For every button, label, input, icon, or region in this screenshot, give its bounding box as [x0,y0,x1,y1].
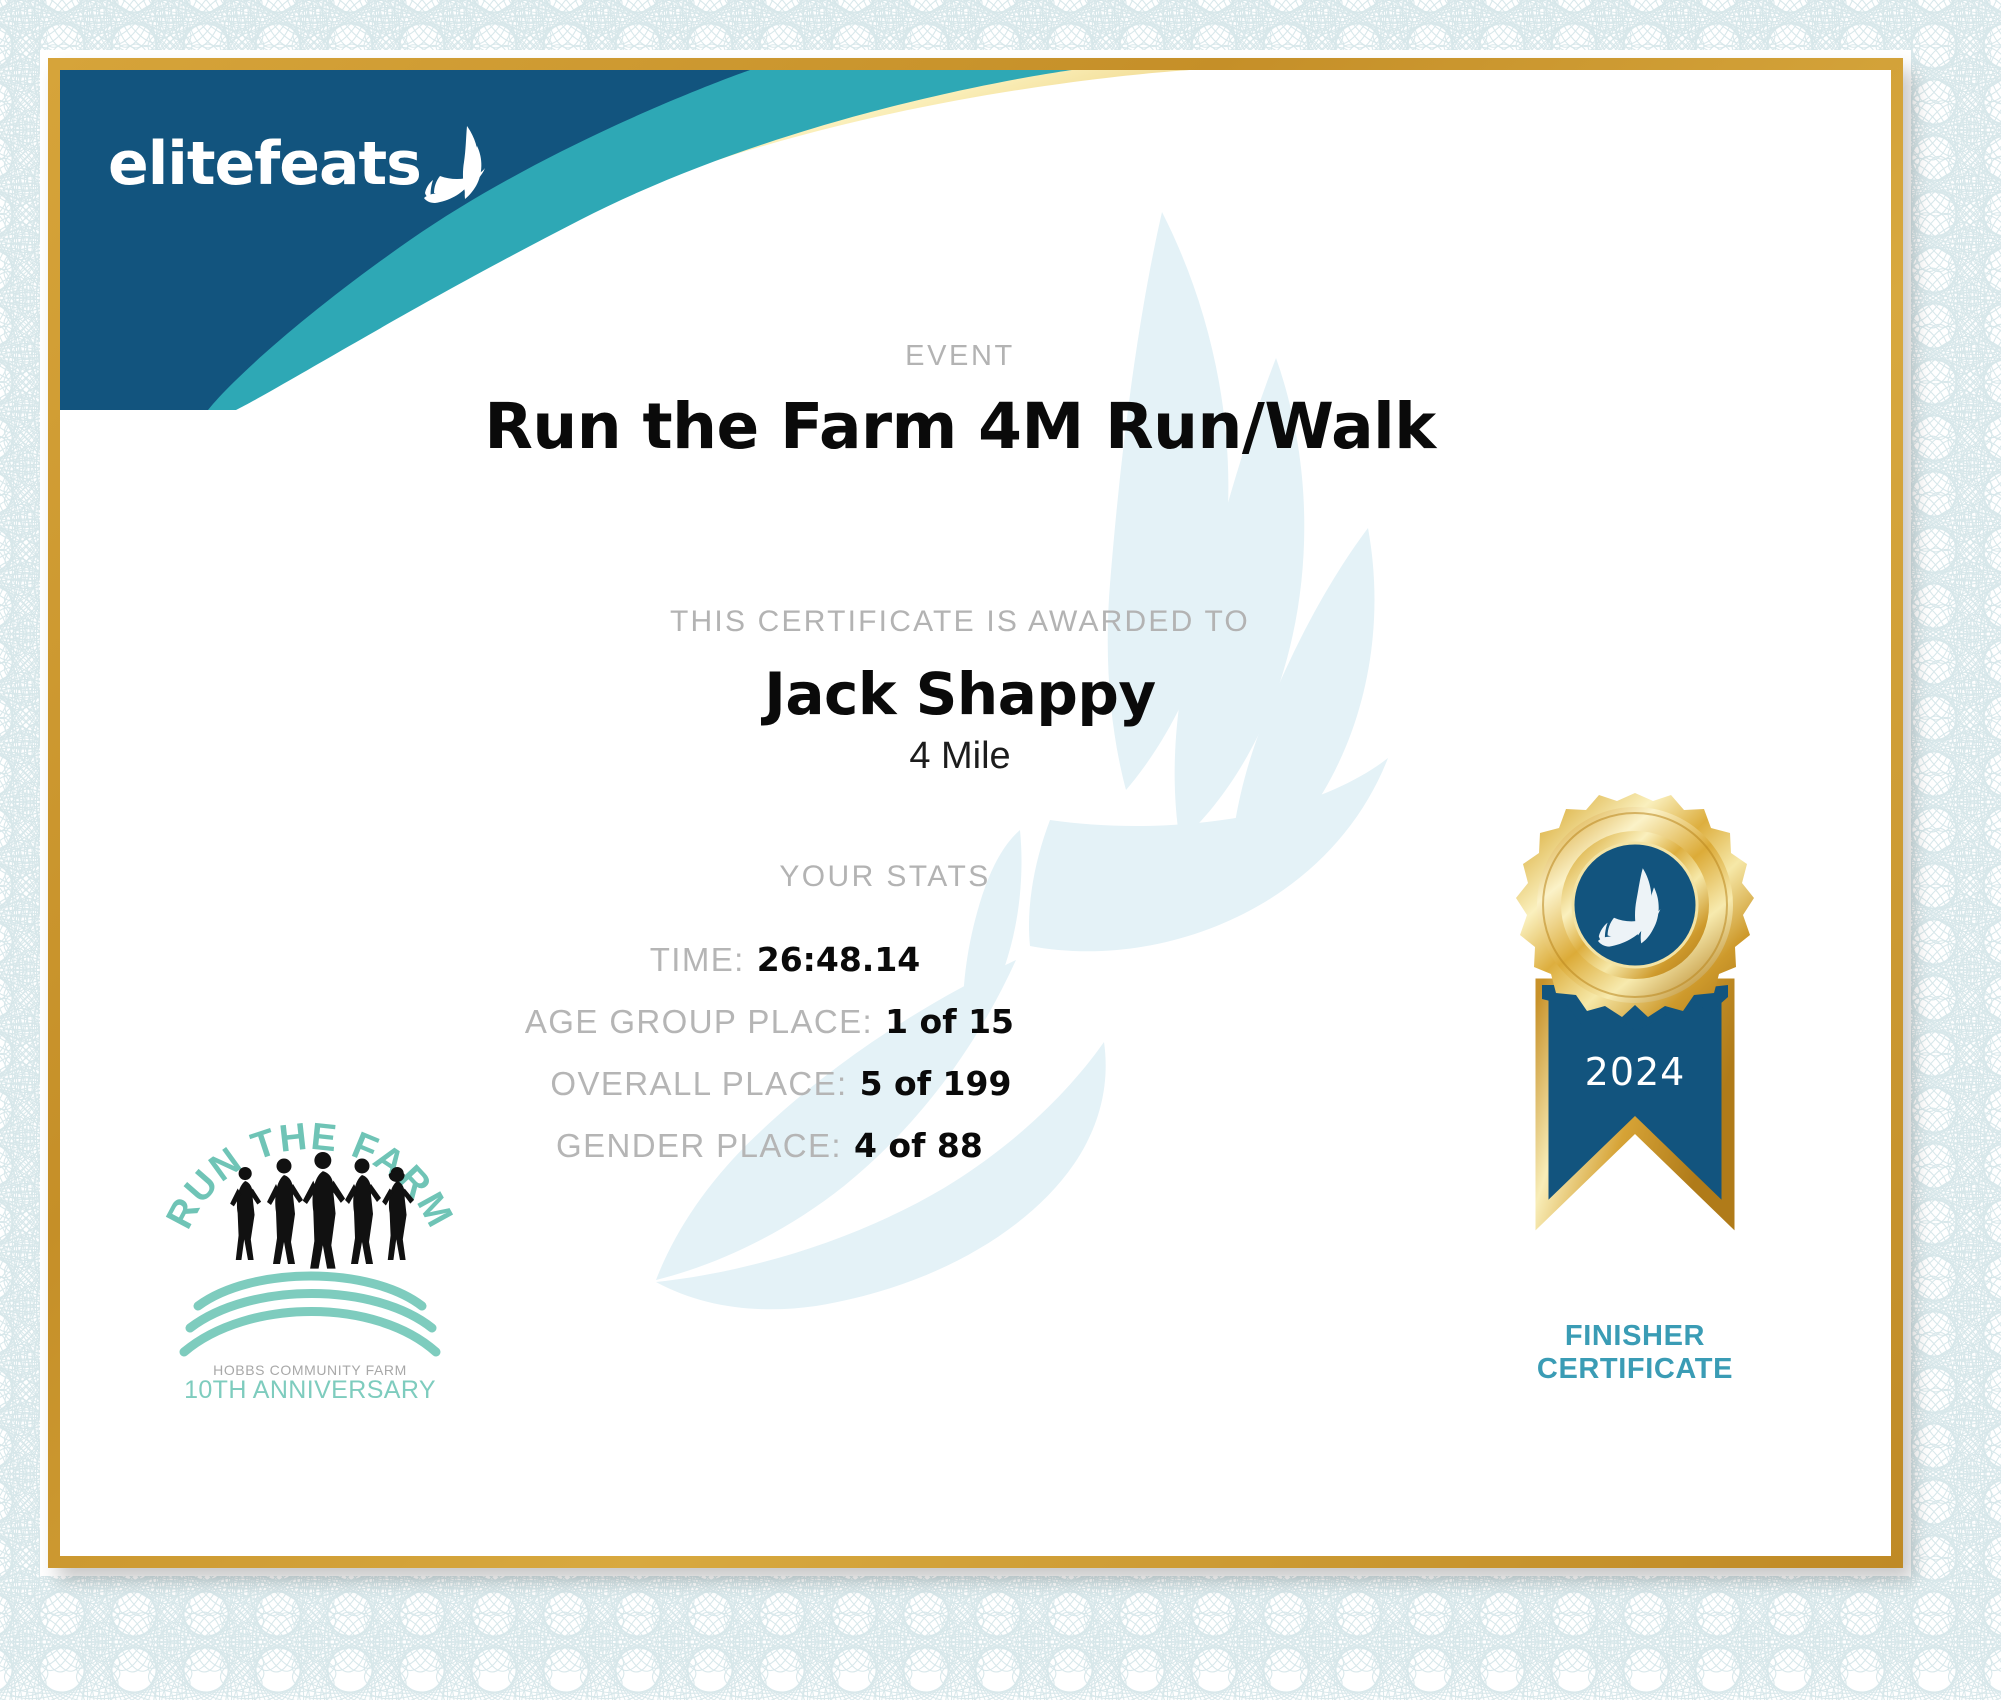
recipient-name: Jack Shappy [764,660,1156,728]
stat-row-time: TIME: 26:48.14 [160,940,1410,1002]
stat-label: GENDER PLACE: [556,1127,842,1164]
caption-line-2: CERTIFICATE [1536,1353,1734,1386]
medal-ribbon [1535,978,1735,1231]
winged-foot-icon [1598,868,1661,947]
stat-value: 26:48.14 [756,940,921,979]
your-stats-kicker-label: YOUR STATS [779,860,991,893]
stat-value: 5 of 199 [859,1064,1012,1103]
event-name: Run the Farm 4M Run/Walk [484,390,1436,463]
stat-label: AGE GROUP PLACE: [524,1003,874,1040]
race-logo-subtitle: HOBBS COMMUNITY FARM [213,1362,407,1378]
race-distance: 4 Mile [909,735,1011,777]
race-logo-arc-text: RUN THE FARM [160,1116,459,1236]
race-logo-anniversary: 10TH ANNIVERSARY [184,1376,436,1400]
stat-row-gender-place: GENDER PLACE: 4 of 88 [160,1126,1410,1188]
medal-year: 2024 [1585,1050,1686,1094]
brand-wordmark: elitefeats [108,129,422,199]
stat-label: TIME: [649,941,745,978]
header-swoosh-banner [60,70,1190,410]
stat-row-overall-place: OVERALL PLACE: 5 of 199 [160,1064,1410,1126]
awarded-to-kicker-label: THIS CERTIFICATE IS AWARDED TO [670,605,1250,638]
event-kicker-label: EVENT [905,340,1015,372]
elitefeats-logo[interactable]: elitefeats [108,124,485,204]
running-group-icon [230,1152,415,1269]
caption-line-1: FINISHER [1564,1320,1706,1352]
gold-border-frame: elitefeats EVENT Run the Farm 4M Run/Wal… [48,58,1903,1568]
finisher-certificate-caption: FINISHER CERTIFICATE [1470,1320,1800,1387]
run-the-farm-logo: RUN THE FARM [160,1116,460,1400]
finisher-medal-badge: 2024 [1516,793,1754,1231]
stat-value: 4 of 88 [853,1126,983,1165]
svg-text:RUN THE FARM: RUN THE FARM [160,1116,460,1236]
stat-row-age-group-place: AGE GROUP PLACE: 1 of 15 [160,1002,1410,1064]
certificate-body: elitefeats EVENT Run the Farm 4M Run/Wal… [60,70,1891,1556]
stat-value: 1 of 15 [885,1002,1014,1041]
certificate-content: EVENT Run the Farm 4M Run/Walk THIS CERT… [60,70,1891,1556]
stat-label: OVERALL PLACE: [550,1065,848,1102]
stats-list: TIME: 26:48.14 AGE GROUP PLACE: 1 of 15 … [160,940,1410,1188]
winged-foot-icon [423,126,485,203]
